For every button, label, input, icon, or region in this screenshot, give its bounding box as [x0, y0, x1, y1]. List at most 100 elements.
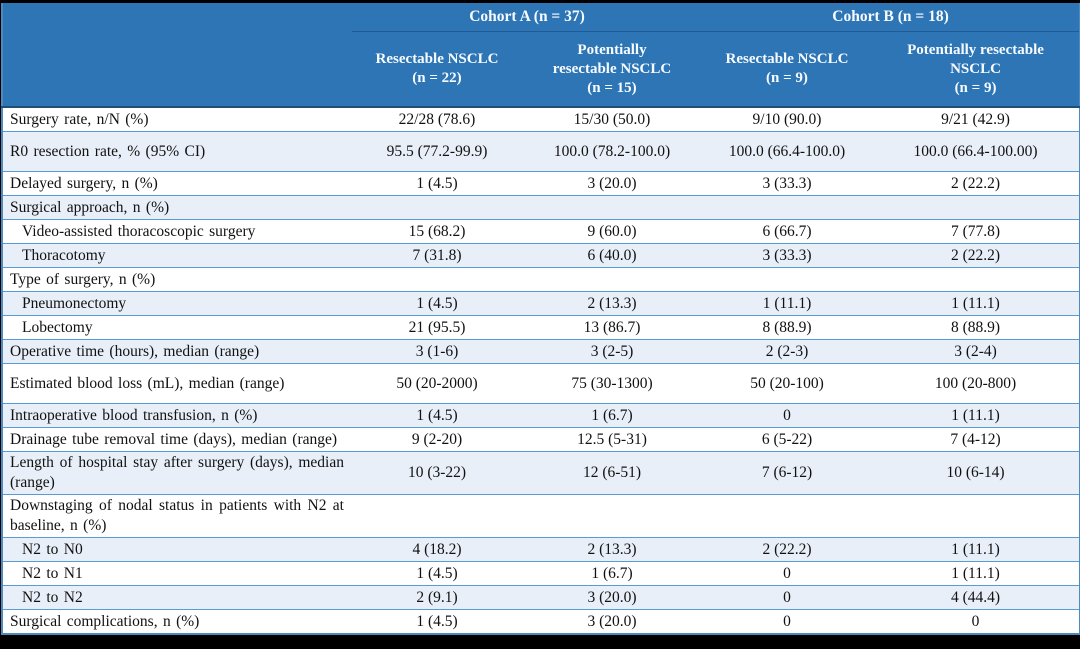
- value-cell: 3 (2-4): [872, 339, 1080, 364]
- value-cell: 3 (33.3): [702, 243, 872, 268]
- value-cell: [702, 494, 872, 538]
- value-cell: 1 (4.5): [352, 403, 522, 428]
- value-cell: 10 (6-14): [872, 451, 1080, 495]
- value-cell: 10 (3-22): [352, 451, 522, 495]
- value-cell: 50 (20-100): [702, 363, 872, 404]
- value-cell: 100 (20-800): [872, 363, 1080, 404]
- value-cell: 50 (20-2000): [352, 363, 522, 404]
- value-cell: 2 (22.2): [702, 537, 872, 562]
- row-label: Lobectomy: [2, 315, 352, 340]
- row-label: Type of surgery, n (%): [2, 267, 352, 292]
- value-cell: 9/10 (90.0): [752, 110, 822, 128]
- value-cell: 100.0 (66.4-100.00): [872, 131, 1080, 172]
- value-cell: 100.0 (66.4-100.0): [702, 131, 872, 172]
- row-label: Surgery rate, n/N (%): [10, 110, 149, 128]
- value-cell: 2 (9.1): [352, 585, 522, 610]
- value-cell: 2 (22.2): [872, 243, 1080, 268]
- value-cell: 1 (11.1): [872, 561, 1080, 586]
- value-cell: 1 (6.7): [522, 403, 702, 428]
- value-cell: 1 (4.5): [352, 171, 522, 196]
- value-cell: 95.5 (77.2-99.9): [352, 131, 522, 172]
- row-label: Drainage tube removal time (days), media…: [2, 427, 352, 452]
- value-cell: 4 (18.2): [352, 537, 522, 562]
- value-cell: 1 (4.5): [352, 609, 522, 634]
- subcol-header-resectable-b: Resectable NSCLC (n = 9): [702, 31, 872, 108]
- subcol-header-potentially-resectable-a: Potentially resectable NSCLC (n = 15): [522, 31, 702, 108]
- table-body: Surgery rate, n/N (%) 22/28 (78.6) 15/30…: [2, 107, 1080, 634]
- value-cell: 6 (5-22): [702, 427, 872, 452]
- value-cell: 1 (11.1): [872, 537, 1080, 562]
- value-cell: 1 (4.5): [352, 291, 522, 316]
- row-label: Intraoperative blood transfusion, n (%): [2, 403, 352, 428]
- value-cell: 12 (6-51): [522, 451, 702, 495]
- table-row: Pneumonectomy 1 (4.5) 2 (13.3) 1 (11.1) …: [2, 291, 1080, 316]
- value-cell: [872, 195, 1080, 220]
- value-cell: 75 (30-1300): [522, 363, 702, 404]
- value-cell: 100.0 (78.2-100.0): [522, 131, 702, 172]
- table-row: Drainage tube removal time (days), media…: [2, 427, 1080, 452]
- table-row: N2 to N0 4 (18.2) 2 (13.3) 2 (22.2) 1 (1…: [2, 537, 1080, 562]
- value-cell: [352, 494, 522, 538]
- value-cell: 3 (2-5): [522, 339, 702, 364]
- row-label: Delayed surgery, n (%): [2, 171, 352, 196]
- row-label: Surgical approach, n (%): [2, 195, 352, 220]
- table-row: N2 to N2 2 (9.1) 3 (20.0) 0 4 (44.4): [2, 585, 1080, 610]
- value-cell: 1 (6.7): [522, 561, 702, 586]
- row-label: Pneumonectomy: [2, 291, 352, 316]
- table-row: Length of hospital stay after surgery (d…: [2, 451, 1080, 495]
- table-header: Cohort A (n = 37) Cohort B (n = 18) Rese…: [2, 3, 1080, 108]
- value-cell: 6 (66.7): [702, 219, 872, 244]
- table-row: Surgical complications, n (%) 1 (4.5) 3 …: [2, 609, 1080, 634]
- value-cell: 3 (20.0): [522, 171, 702, 196]
- value-cell: 2 (2-3): [702, 339, 872, 364]
- cohort-b-header: Cohort B (n = 18): [702, 3, 1080, 32]
- cohort-header-row: Cohort A (n = 37) Cohort B (n = 18): [2, 3, 1080, 32]
- row-label: N2 to N0: [2, 537, 352, 562]
- row-label: N2 to N1: [2, 561, 352, 586]
- header-empty-cell: [2, 31, 352, 108]
- value-cell: 15 (68.2): [352, 219, 522, 244]
- value-cell: 22/28 (78.6): [398, 110, 476, 128]
- value-cell: 0: [702, 403, 872, 428]
- surgery-outcomes-table: Cohort A (n = 37) Cohort B (n = 18) Rese…: [1, 3, 1080, 635]
- value-cell: [352, 267, 522, 292]
- value-cell: [702, 267, 872, 292]
- value-cell: 15/30 (50.0): [573, 110, 651, 128]
- row-label: Surgical complications, n (%): [2, 609, 352, 634]
- value-cell: 1 (4.5): [352, 561, 522, 586]
- value-cell: [872, 494, 1080, 538]
- table-row: Surgery rate, n/N (%) 22/28 (78.6) 15/30…: [2, 107, 1080, 132]
- value-cell: [872, 267, 1080, 292]
- row-label: R0 resection rate, % (95% CI): [2, 131, 352, 172]
- value-cell: 6 (40.0): [522, 243, 702, 268]
- table-row: Delayed surgery, n (%) 1 (4.5) 3 (20.0) …: [2, 171, 1080, 196]
- table-row: Operative time (hours), median (range) 3…: [2, 339, 1080, 364]
- value-cell: 2 (13.3): [522, 291, 702, 316]
- value-cell: 3 (20.0): [522, 585, 702, 610]
- value-cell: 7 (6-12): [702, 451, 872, 495]
- subcol-header-potentially-resectable-b: Potentially resectable NSCLC (n = 9): [872, 31, 1080, 108]
- value-cell: 3 (20.0): [522, 609, 702, 634]
- value-cell: 7 (4-12): [872, 427, 1080, 452]
- value-cell: 1 (11.1): [702, 291, 872, 316]
- value-cell: 0: [702, 585, 872, 610]
- row-label: Video-assisted thoracoscopic surgery: [2, 219, 352, 244]
- table-row: Video-assisted thoracoscopic surgery 15 …: [2, 219, 1080, 244]
- table-row: Intraoperative blood transfusion, n (%) …: [2, 403, 1080, 428]
- value-cell: 8 (88.9): [702, 315, 872, 340]
- value-cell: 3 (1-6): [352, 339, 522, 364]
- value-cell: [522, 195, 702, 220]
- table-row: R0 resection rate, % (95% CI) 95.5 (77.2…: [2, 131, 1080, 172]
- row-label: Estimated blood loss (mL), median (range…: [2, 363, 352, 404]
- table-row: Thoracotomy 7 (31.8) 6 (40.0) 3 (33.3) 2…: [2, 243, 1080, 268]
- value-cell: 1 (11.1): [872, 403, 1080, 428]
- value-cell: 9/21 (42.9): [941, 110, 1010, 128]
- row-label: Thoracotomy: [2, 243, 352, 268]
- table-row: Downstaging of nodal status in patients …: [2, 494, 1080, 538]
- table-row: Surgical approach, n (%): [2, 195, 1080, 220]
- subcol-header-resectable-a: Resectable NSCLC (n = 22): [352, 31, 522, 108]
- value-cell: 9 (60.0): [522, 219, 702, 244]
- value-cell: [352, 195, 522, 220]
- value-cell: 9 (2-20): [352, 427, 522, 452]
- value-cell: 0: [872, 609, 1080, 634]
